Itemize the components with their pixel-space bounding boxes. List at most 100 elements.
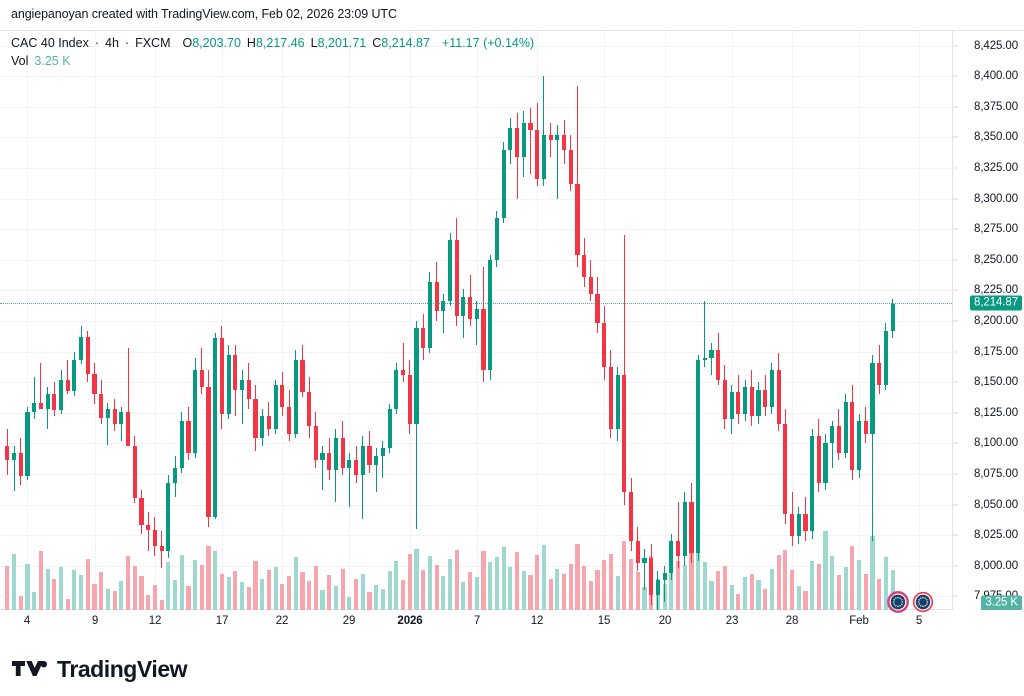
current-price-line <box>0 302 952 304</box>
time-tick-label: 9 <box>91 615 99 627</box>
price-tick-dash <box>953 595 958 597</box>
volume-bar <box>447 558 453 611</box>
candle-body <box>776 369 781 424</box>
candle-body <box>313 426 318 461</box>
gridline-horizontal <box>0 565 952 567</box>
candle-body <box>494 218 500 260</box>
eu-economic-event-2[interactable] <box>912 591 934 613</box>
candle-wick <box>442 294 444 334</box>
current-price-badge[interactable]: 8,214.87 <box>970 295 1022 311</box>
candle-body <box>682 502 687 556</box>
candle-body <box>702 357 707 361</box>
volume-bar <box>615 576 620 611</box>
price-tick-label: 8,175.00 <box>974 345 1018 358</box>
price-tick-label: 8,075.00 <box>974 467 1018 480</box>
gridline-horizontal <box>0 382 952 384</box>
candle-body <box>595 294 600 324</box>
gridline-vertical <box>410 31 411 611</box>
price-tick-label: 8,325.00 <box>974 162 1018 175</box>
time-tick-label: 20 <box>658 615 672 627</box>
candle-body <box>253 399 258 439</box>
gridline-vertical <box>792 31 793 611</box>
volume-bar <box>32 592 37 611</box>
volume-bar <box>709 581 714 611</box>
price-tick-label: 8,425.00 <box>974 39 1018 52</box>
gridline-horizontal <box>0 351 952 353</box>
volume-bar <box>280 583 285 611</box>
volume-bar <box>400 579 406 611</box>
volume-bar <box>273 567 278 611</box>
gridline-horizontal <box>0 106 952 108</box>
gridline-vertical <box>732 31 733 611</box>
candle-body <box>186 421 191 454</box>
volume-bar <box>193 559 198 611</box>
chart-plot-area[interactable] <box>0 31 952 611</box>
candle-body <box>555 135 560 140</box>
price-tick-label: 8,275.00 <box>974 223 1018 236</box>
legend-change-value: +11.17 (+0.14%) <box>441 36 535 50</box>
volume-bar <box>555 568 560 611</box>
volume-bar <box>588 581 593 611</box>
candle-body <box>743 387 748 414</box>
legend-open-label: O <box>182 36 193 50</box>
price-tick-dash <box>953 381 958 383</box>
volume-bar <box>421 569 426 611</box>
eu-economic-event-1[interactable] <box>887 591 909 613</box>
candle-body <box>696 360 701 554</box>
candle-body <box>810 436 815 532</box>
candle-body <box>857 421 862 471</box>
gridline-horizontal <box>0 290 952 292</box>
time-tick-label: 15 <box>597 615 611 627</box>
candle-wick <box>677 502 679 569</box>
volume-bar <box>407 553 412 611</box>
volume-bar <box>360 573 365 611</box>
legend-exchange: FXCM <box>135 36 171 50</box>
legend-open-value: 8,203.70 <box>192 36 241 50</box>
candle-body <box>273 384 278 429</box>
candle-body <box>18 453 23 477</box>
tradingview-logo: TradingView <box>12 655 188 683</box>
volume-bar <box>789 569 795 611</box>
candle-wick <box>322 445 324 490</box>
volume-bar <box>52 578 57 611</box>
gridline-vertical <box>222 31 223 611</box>
volume-value-badge[interactable]: 3.25 K <box>981 595 1022 611</box>
volume-bar <box>327 574 332 611</box>
volume-bar <box>333 586 339 611</box>
volume-bar <box>488 562 493 611</box>
candle-body <box>146 525 151 531</box>
gridline-horizontal <box>0 535 952 537</box>
volume-bar <box>5 566 10 611</box>
candle-body <box>823 443 828 483</box>
legend-low-value: 8,201.71 <box>317 36 367 50</box>
time-axis[interactable]: 4 9 12 17 22 29 2026 7 12 15 20 23 28 Feb 5 <box>0 610 1024 642</box>
candle-body <box>870 362 875 434</box>
candle-body <box>474 308 479 319</box>
volume-bar <box>857 559 862 611</box>
candle-wick <box>543 76 545 187</box>
candle-body <box>803 514 808 532</box>
volume-bar <box>132 566 137 611</box>
price-axis[interactable]: 8,425.00 8,400.00 8,375.00 8,350.00 8,325.00… <box>952 31 1024 611</box>
candle-body <box>32 402 37 412</box>
candle-body <box>374 455 379 466</box>
candle-body <box>152 530 157 547</box>
volume-bar <box>769 568 774 611</box>
tradingview-logo-text: TradingView <box>57 655 188 682</box>
candle-body <box>541 135 546 180</box>
volume-bar <box>722 566 728 611</box>
legend-interval[interactable]: 4h <box>105 36 119 50</box>
legend-close-value: 8,214.87 <box>381 36 430 50</box>
candle-body <box>615 374 620 429</box>
volume-bar <box>266 569 271 611</box>
time-tick-label: 23 <box>725 615 739 627</box>
candle-body <box>387 409 392 449</box>
gridline-vertical <box>859 31 860 611</box>
volume-bar <box>514 552 520 611</box>
volume-bar <box>736 593 741 611</box>
volume-bar <box>756 579 761 611</box>
volume-bar <box>877 578 882 611</box>
legend-symbol[interactable]: CAC 40 Index <box>11 36 89 50</box>
volume-bar <box>414 548 419 611</box>
volume-bar <box>374 584 379 611</box>
